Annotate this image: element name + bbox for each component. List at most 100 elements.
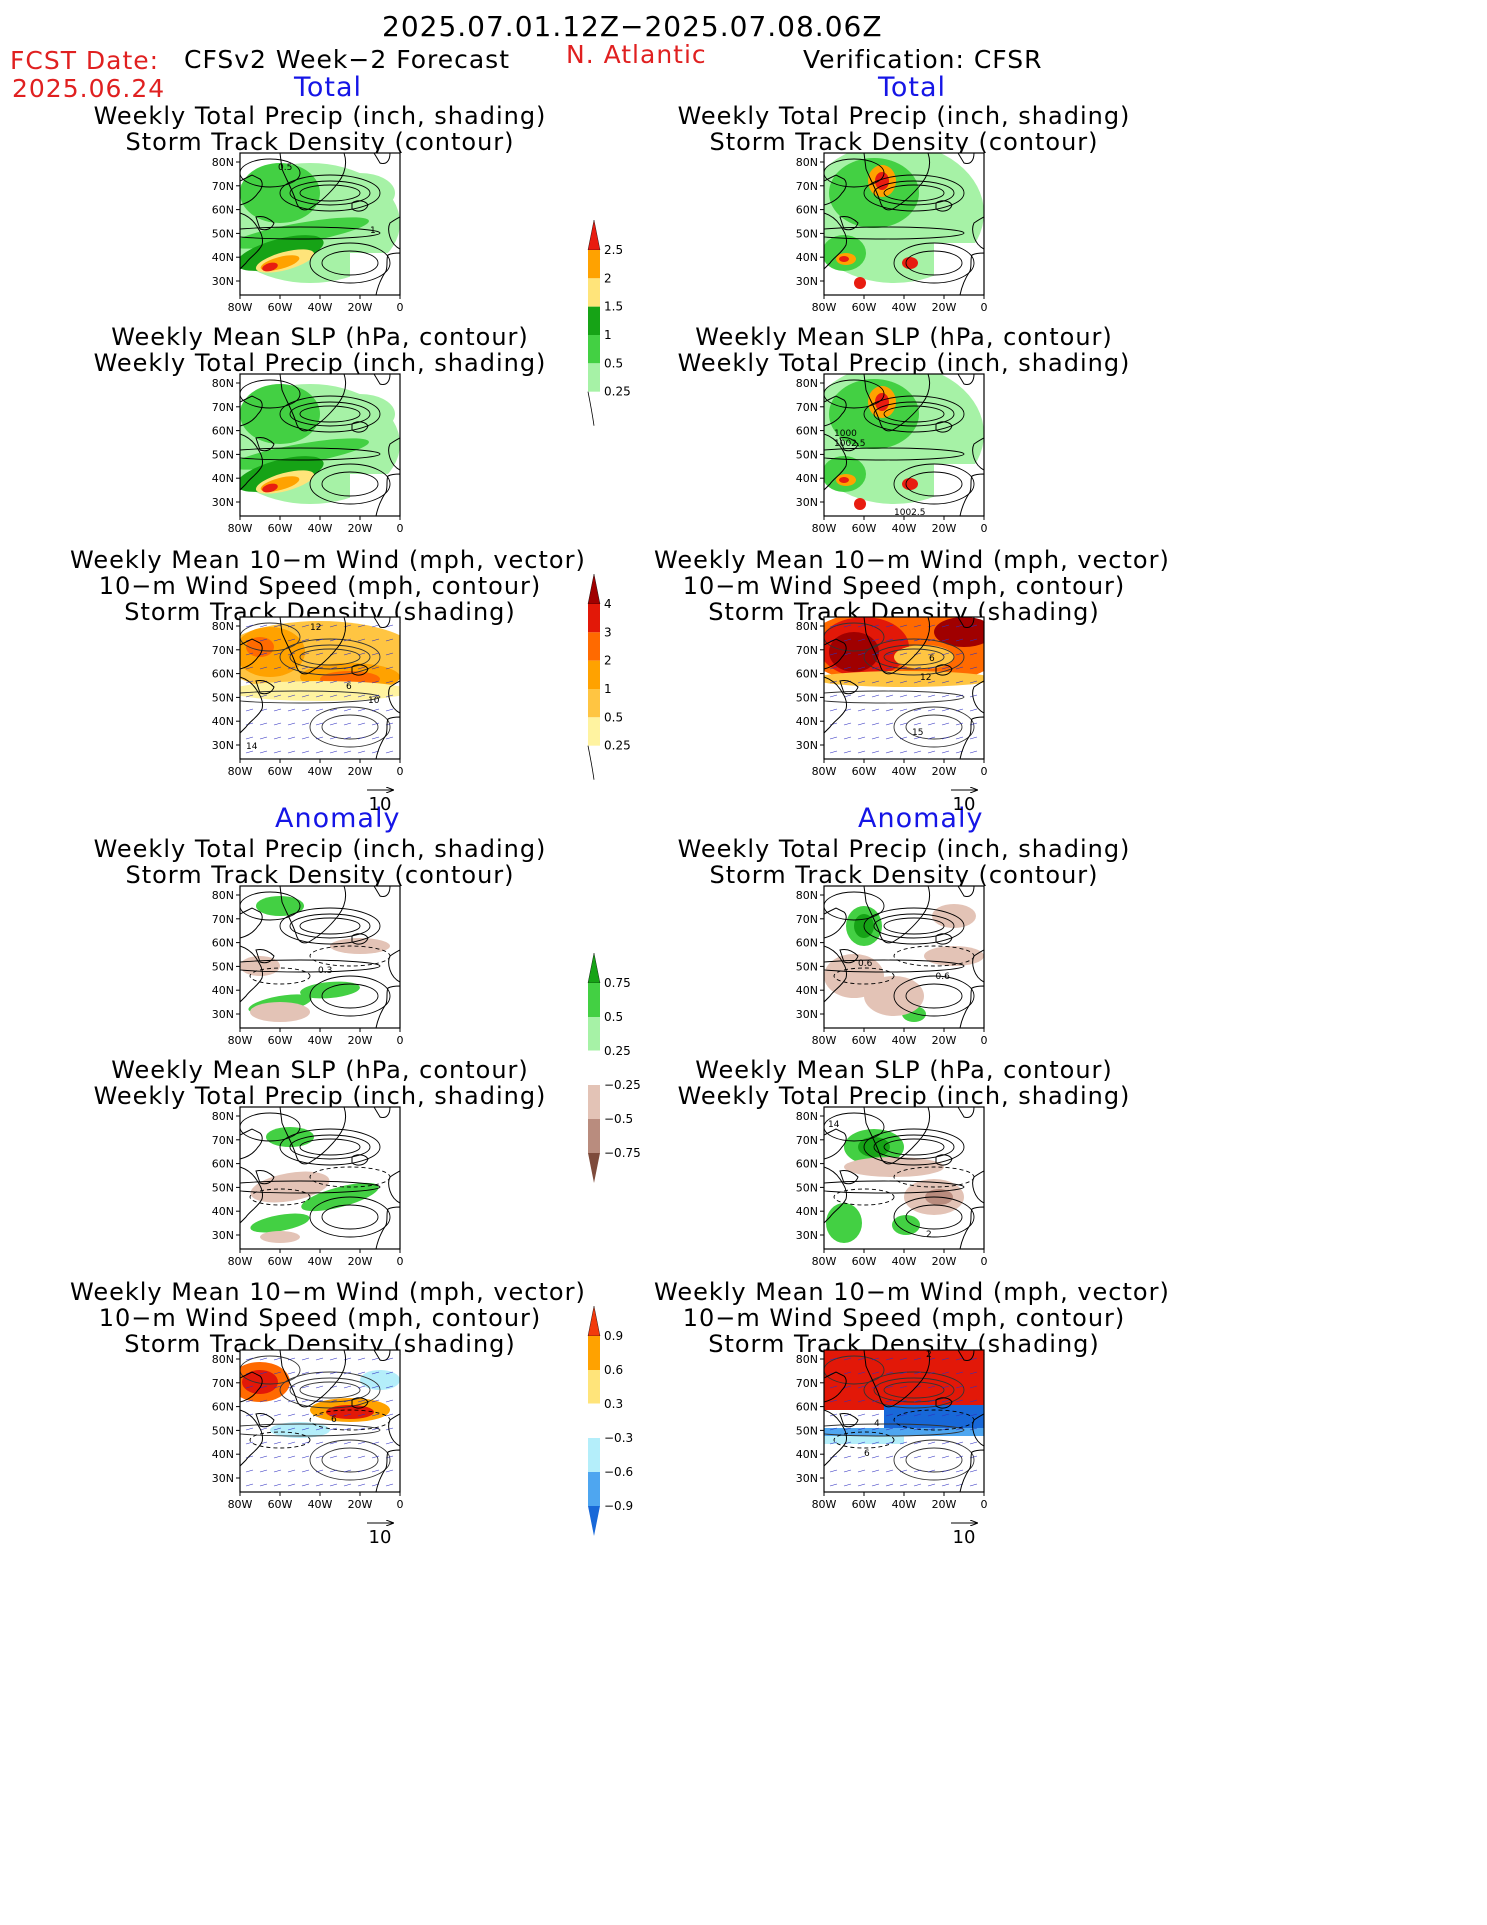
lon-label: 60W xyxy=(852,765,877,778)
lat-label: 60N xyxy=(796,1158,818,1171)
contours xyxy=(240,158,391,284)
lat-label: 70N xyxy=(212,1377,234,1390)
lon-label: 80W xyxy=(228,765,253,778)
lat-label: 30N xyxy=(212,275,234,288)
colorbar-label: 0.5 xyxy=(604,710,623,724)
lat-label: 50N xyxy=(796,1424,818,1437)
lat-label: 80N xyxy=(796,620,818,633)
contour-label: 12 xyxy=(310,623,321,633)
coastlines xyxy=(824,617,984,759)
lat-label: 50N xyxy=(796,448,818,461)
map-fields xyxy=(824,886,984,1028)
colorbar-label: 0.25 xyxy=(604,739,631,753)
contours xyxy=(240,891,391,1017)
colorbar-label: −0.75 xyxy=(604,1146,641,1160)
title-fcst-total-slp: Weekly Mean SLP (hPa, contour) Weekly Tot… xyxy=(93,323,547,377)
lat-label: 80N xyxy=(796,1353,818,1366)
lon-label: 0 xyxy=(981,522,988,535)
lat-label: 70N xyxy=(796,913,818,926)
lon-label: 40W xyxy=(892,301,917,314)
lon-label: 20W xyxy=(932,1255,957,1268)
lon-label: 80W xyxy=(228,1255,253,1268)
lon-label: 20W xyxy=(348,522,373,535)
lon-label: 40W xyxy=(308,301,333,314)
map-fields xyxy=(240,886,400,1028)
map-fcst-anom-wind: 6 80N 70N 60N 50N 40N 30N 80W 60W 40W 20W 0 xyxy=(212,1349,404,1511)
lon-label: 0 xyxy=(397,1498,404,1511)
coastlines xyxy=(240,153,400,295)
lon-label: 80W xyxy=(228,1498,253,1511)
lat-label: 30N xyxy=(796,739,818,752)
lon-label: 40W xyxy=(892,765,917,778)
lon-label: 60W xyxy=(852,522,877,535)
contours xyxy=(824,1112,975,1238)
lon-label: 20W xyxy=(932,522,957,535)
lon-label: 60W xyxy=(852,1034,877,1047)
map-fields xyxy=(824,374,984,516)
colorbar-label: 2.5 xyxy=(604,243,623,257)
lon-label: 60W xyxy=(268,301,293,314)
title-fcst-total-precip: Weekly Total Precip (inch, shading) Storm… xyxy=(93,102,547,156)
title-cfsr-anom-precip: Weekly Total Precip (inch, shading) Storm… xyxy=(677,835,1131,889)
lon-label: 60W xyxy=(852,1498,877,1511)
map-cfsr-anom-precip-cfsr: 0.6 −0.6 80N 70N 60N 50N 40N 30N 80W 60W 40W 20W 0 xyxy=(796,885,988,1047)
lat-label: 60N xyxy=(796,425,818,438)
lon-label: 60W xyxy=(852,1255,877,1268)
contours xyxy=(824,379,975,505)
lat-label: 40N xyxy=(212,472,234,485)
lat-label: 60N xyxy=(796,937,818,950)
title-cfsr-total-wind: Weekly Mean 10−m Wind (mph, vector) 10−m … xyxy=(654,546,1170,626)
lat-label: 70N xyxy=(212,913,234,926)
wind-vectors xyxy=(245,624,394,754)
lon-label: 60W xyxy=(268,1034,293,1047)
contour-label: 14 xyxy=(828,1120,840,1130)
lon-label: 20W xyxy=(348,1255,373,1268)
svg-text:10: 10 xyxy=(369,794,392,815)
map-fields xyxy=(240,374,400,516)
contours xyxy=(240,1112,391,1238)
lon-label: 0 xyxy=(981,1034,988,1047)
colorbar-label: 1 xyxy=(604,682,612,696)
contours xyxy=(824,622,975,748)
lat-label: 80N xyxy=(212,889,234,902)
lat-label: 30N xyxy=(796,1229,818,1242)
lon-label: 40W xyxy=(308,1255,333,1268)
lat-label: 60N xyxy=(796,668,818,681)
lat-label: 80N xyxy=(796,889,818,902)
coastlines xyxy=(240,886,400,1028)
title-cfsr-anom-wind: Weekly Mean 10−m Wind (mph, vector) 10−m … xyxy=(654,1278,1170,1358)
contours xyxy=(824,1355,975,1481)
lon-label: 40W xyxy=(308,1034,333,1047)
lon-label: 80W xyxy=(812,1034,837,1047)
section-anomaly-fcst: Anomaly xyxy=(275,803,401,834)
lat-label: 40N xyxy=(212,1448,234,1461)
lon-label: 40W xyxy=(892,1034,917,1047)
lon-label: 20W xyxy=(348,301,373,314)
contour-label: 1 xyxy=(370,226,376,236)
contour-label: 6 xyxy=(346,682,352,692)
contour-label: 12 xyxy=(920,673,931,683)
lat-label: 70N xyxy=(796,1377,818,1390)
lon-label: 40W xyxy=(892,522,917,535)
map-fields xyxy=(240,153,400,295)
section-anomaly-cfsr: Anomaly xyxy=(858,803,984,834)
wind-vectors xyxy=(829,1357,978,1487)
colorbar-label: 0.25 xyxy=(604,385,631,399)
coastlines xyxy=(240,617,400,759)
title-cfsr-total-precip: Weekly Total Precip (inch, shading) Storm… xyxy=(677,102,1131,156)
map-fcst-wind: 12 6 10 14 80N 70N 60N 50N 40N 30N 80W 60W 40W 20W 0 xyxy=(212,616,404,778)
contour-label: 1002.5 xyxy=(894,508,926,518)
lat-label: 40N xyxy=(212,1205,234,1218)
lat-label: 80N xyxy=(796,377,818,390)
contour-label: 0.3 xyxy=(318,966,332,976)
svg-text:10: 10 xyxy=(953,794,976,815)
colorbar-precip-anom: 0.75 0.5 0.25 −0.25 −0.5 −0.75 xyxy=(587,952,641,1183)
lon-label: 0 xyxy=(981,301,988,314)
contour-label: 6 xyxy=(864,1449,870,1459)
coastlines xyxy=(240,1107,400,1249)
lat-label: 80N xyxy=(796,1110,818,1123)
contour-label: 4 xyxy=(874,1419,880,1429)
lon-label: 40W xyxy=(308,765,333,778)
title-cfsr-anom-slp: Weekly Mean SLP (hPa, contour) Weekly Tot… xyxy=(677,1056,1131,1110)
